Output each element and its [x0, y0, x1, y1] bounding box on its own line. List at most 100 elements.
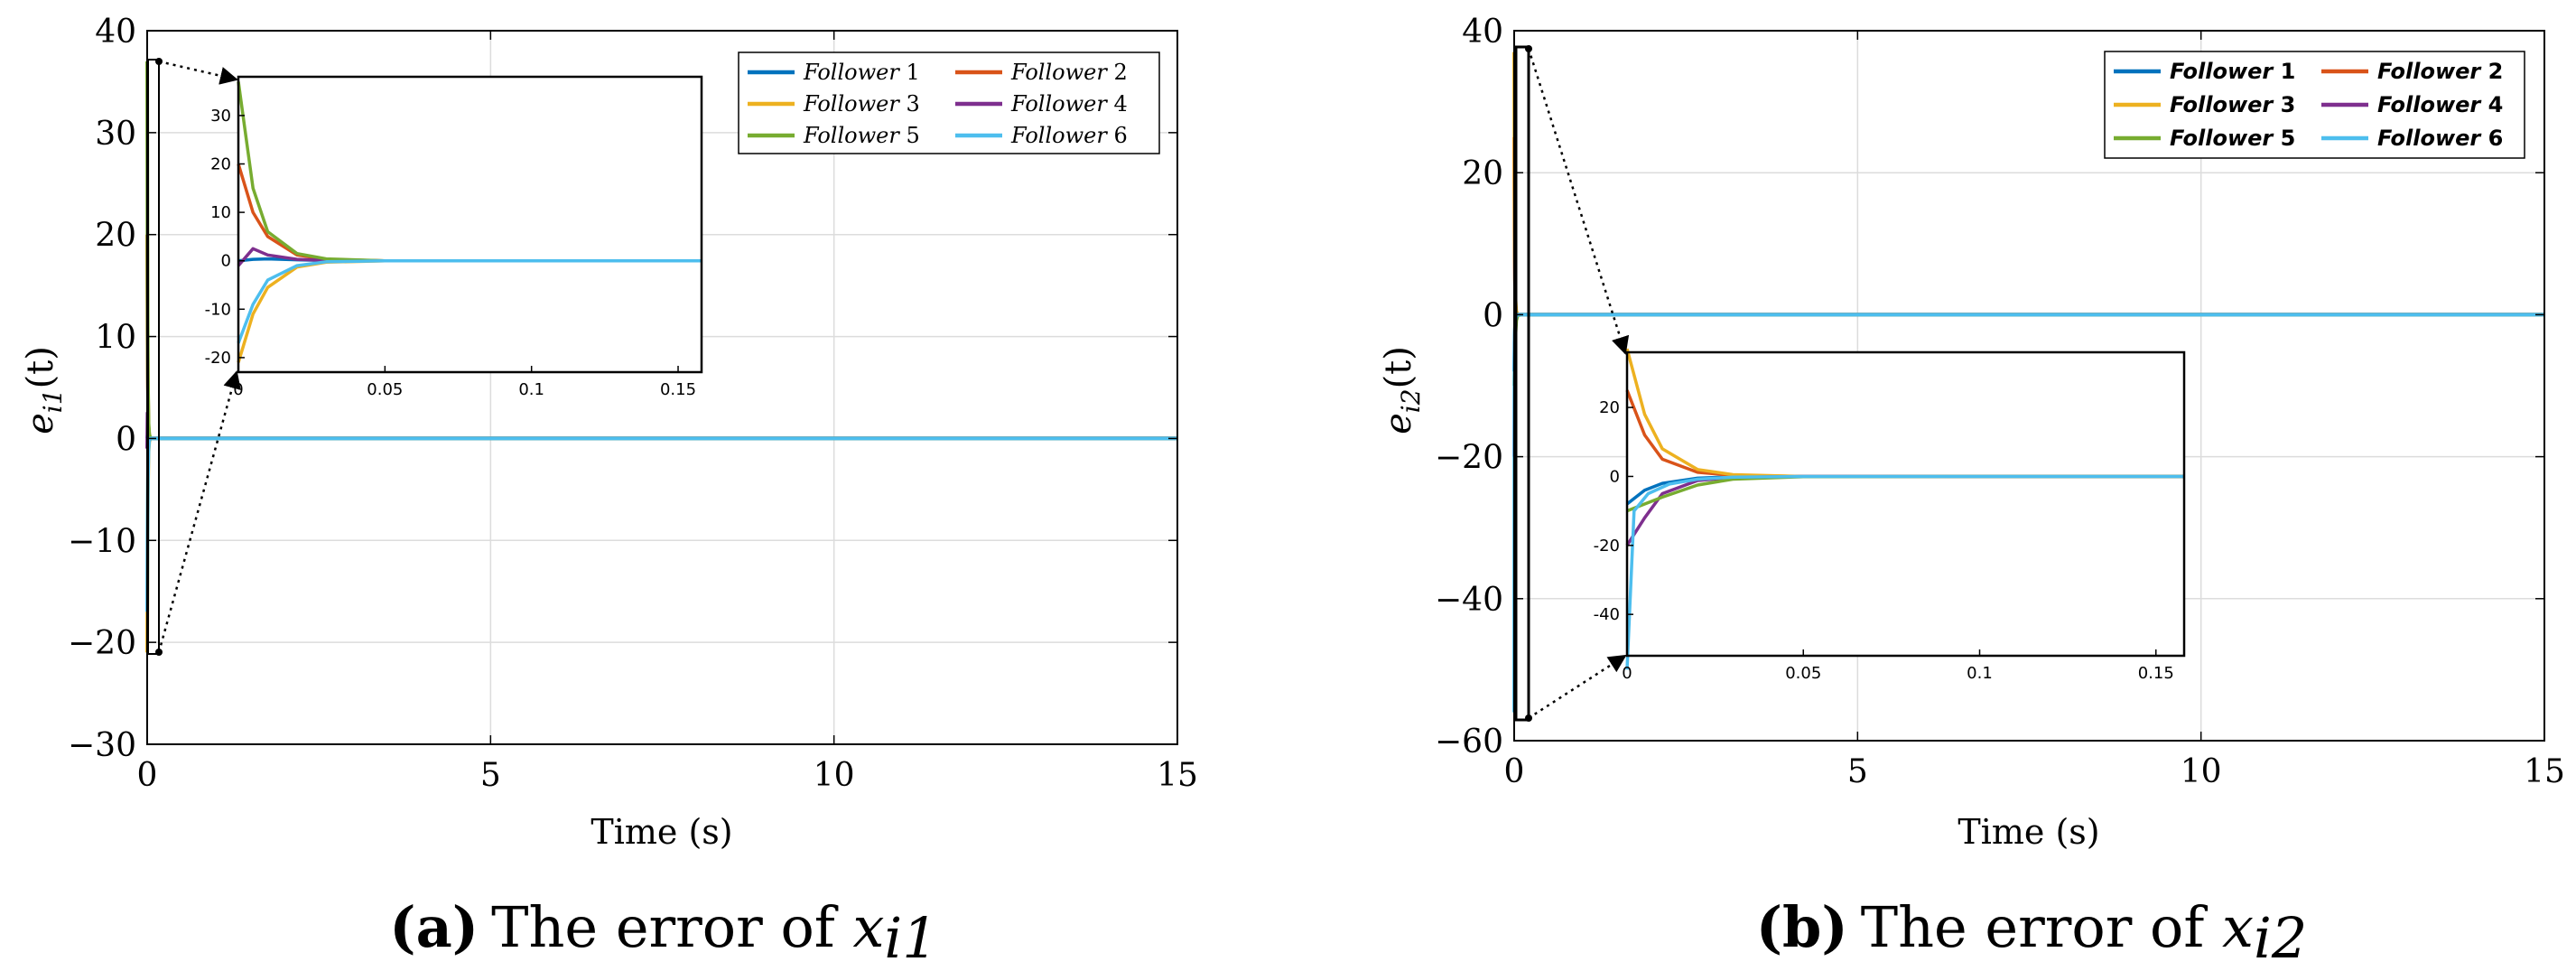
legend-label-2: Follower 2: [1010, 60, 1128, 85]
b-inset-y-tick-labels: -40 -20 0 20: [1594, 398, 1620, 624]
a-zoom-arrow-top: [158, 60, 238, 85]
x-tick-label: 10: [2181, 753, 2222, 790]
inset-series-line-6: [237, 258, 702, 344]
legend-label-1: Follower 1: [803, 60, 920, 85]
legend-label-6: Follower 6: [1010, 123, 1128, 148]
b-y-axis-label: ei2(t): [1378, 346, 1426, 434]
inset-y-tick-label: 30: [210, 107, 231, 126]
inset-x-tick-label: 0.15: [660, 380, 696, 399]
y-tick-label: −40: [1435, 582, 1503, 619]
a-zoom-dot-top: [155, 58, 163, 65]
b-axes-box: [1513, 30, 2545, 742]
a-x-axis-label: Time (s): [591, 812, 732, 852]
inset-y-tick-label: 20: [1599, 398, 1620, 417]
x-tick-label: 15: [2524, 753, 2565, 790]
x-tick-label: 5: [480, 757, 501, 794]
a-legend-box: [738, 51, 1160, 154]
x-tick-label: 0: [1504, 753, 1525, 790]
b-zoom-arrow-bottom: [1528, 654, 1627, 720]
b-legend-box: [2104, 51, 2525, 159]
x-tick-label: 15: [1157, 757, 1198, 794]
inset-y-tick-label: -20: [205, 349, 231, 368]
a-y-tick-labels: −30 −20 −10 0 10 20 30 40: [68, 14, 136, 764]
inset-y-tick-label: -20: [1594, 537, 1620, 556]
legend-label-4: Follower 4: [2377, 92, 2503, 117]
y-tick-label: 0: [116, 421, 136, 458]
b-x-tick-labels: 0 5 10 15: [1504, 753, 2565, 790]
legend-label-2: Follower 2: [2377, 59, 2503, 84]
a-tick-marks: [146, 30, 1178, 745]
a-zoom-arrow-bottom: [157, 370, 241, 653]
y-tick-label: 0: [1483, 297, 1503, 334]
inset-x-tick-label: 0.05: [1785, 664, 1821, 683]
a-inset-x-tick-labels: 0 0.05 0.1 0.15: [233, 380, 696, 399]
legend-label-3: Follower 3: [803, 91, 920, 117]
b-zoom-dot-bottom: [1525, 714, 1532, 722]
y-tick-label: −20: [68, 625, 136, 662]
legend-label-4: Follower 4: [1010, 91, 1128, 117]
x-tick-label: 10: [814, 757, 855, 794]
a-inset-box: [237, 75, 703, 374]
series-line-4: [145, 411, 1177, 449]
y-tick-label: 20: [1462, 155, 1503, 192]
a-inset-plot: 0 0.05 0.1 0.15 -20 -10 0 10 20 30: [205, 75, 703, 399]
inset-series-line-6: [1625, 474, 2184, 670]
b-inset-series-lines: [1625, 348, 2184, 670]
inset-x-tick-label: 0.05: [367, 380, 403, 399]
y-tick-label: −30: [68, 727, 136, 764]
inset-x-tick-label: 0.15: [2138, 664, 2174, 683]
b-inset-box: [1625, 350, 2186, 658]
b-zoom-arrow-top: [1527, 48, 1630, 355]
inset-y-tick-label: 0: [1610, 467, 1620, 486]
series-line-2: [1512, 136, 2544, 317]
legend-label-6: Follower 6: [2377, 126, 2503, 151]
b-inset-tick-marks: [1626, 406, 2157, 656]
b-x-axis-label: Time (s): [1958, 812, 2099, 852]
inset-y-tick-label: -10: [205, 300, 231, 319]
inset-y-tick-label: 20: [210, 154, 231, 173]
inset-x-tick-label: 0: [1622, 664, 1632, 683]
a-x-tick-labels: 0 5 10 15: [137, 757, 1198, 794]
b-zoom-dot-top: [1525, 45, 1532, 52]
panel-a: 0 5 10 15 −30 −20 −10 0 10 20 30 40 Time (s) ei1(t…: [20, 14, 1198, 971]
legend-label-5: Follower 5: [803, 123, 920, 148]
y-tick-label: 10: [95, 320, 136, 357]
series-line-3: [145, 436, 1177, 653]
inset-y-tick-label: -40: [1594, 605, 1620, 624]
a-inset-y-tick-labels: -20 -10 0 10 20 30: [205, 107, 231, 368]
a-inset-series-lines: [237, 81, 702, 363]
y-tick-label: −10: [68, 523, 136, 560]
inset-y-tick-label: 0: [221, 252, 231, 271]
b-legend: Follower 1 Follower 2 Follower 3 Follower 4…: [2104, 51, 2525, 159]
a-legend: Follower 1 Follower 2 Follower 3 Follower 4…: [738, 51, 1160, 154]
legend-label-1: Follower 1: [2170, 59, 2295, 84]
y-tick-label: 20: [95, 218, 136, 255]
b-inset-plot: 0 0.05 0.1 0.15 -40 -20 0 20: [1594, 348, 2186, 683]
b-inset-x-tick-labels: 0 0.05 0.1 0.15: [1622, 664, 2174, 683]
y-tick-label: 40: [95, 14, 136, 51]
b-zoom-region-box: [1514, 45, 1530, 722]
legend-label-5: Follower 5: [2170, 126, 2295, 151]
inset-x-tick-label: 0.1: [1967, 664, 1993, 683]
b-inset-background: [1627, 352, 2184, 656]
b-y-tick-labels: −60 −40 −20 0 20 40: [1435, 14, 1503, 761]
y-tick-label: −60: [1435, 724, 1503, 761]
a-zoom-dot-bottom: [155, 649, 163, 656]
x-tick-label: 0: [137, 757, 158, 794]
series-line-6: [145, 436, 1177, 612]
b-caption: (b) The error of xi2: [1756, 894, 2308, 971]
inset-y-tick-label: 10: [210, 203, 231, 222]
a-zoom-region-box: [147, 59, 160, 655]
a-inset-background: [238, 77, 702, 372]
y-tick-label: 30: [95, 116, 136, 153]
a-caption: (a) The error of xi1: [389, 894, 937, 971]
inset-x-tick-label: 0: [233, 380, 243, 399]
inset-x-tick-label: 0.1: [518, 380, 544, 399]
a-inset-tick-marks: [237, 115, 679, 372]
x-tick-label: 5: [1847, 753, 1868, 790]
legend-label-3: Follower 3: [2170, 92, 2295, 117]
y-tick-label: 40: [1462, 14, 1503, 51]
y-tick-label: −20: [1435, 440, 1503, 477]
